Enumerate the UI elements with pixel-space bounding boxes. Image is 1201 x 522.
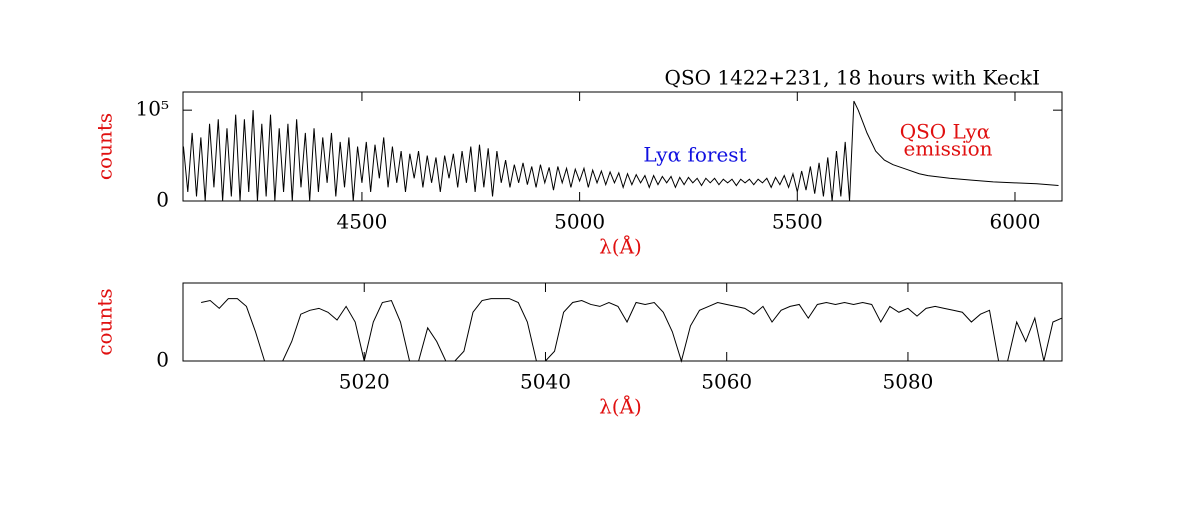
spectrum-line: [201, 298, 1063, 363]
x-tick-label: 5500: [772, 210, 823, 234]
x-tick-label: 5000: [554, 210, 605, 234]
x-tick-label: 6000: [990, 210, 1041, 234]
x-axis-label: λ(Å): [599, 234, 642, 259]
spectrum-line: [182, 100, 1059, 202]
y-tick-label: 0: [156, 188, 169, 212]
x-axis-label: λ(Å): [599, 394, 642, 419]
x-tick-label: 5080: [882, 370, 933, 394]
plot-frame: [182, 91, 1063, 202]
chart-title: QSO 1422+231, 18 hours with KeckI: [665, 66, 1040, 90]
annotation: QSO Lyα: [900, 120, 991, 144]
annotation: Lyα forest: [643, 143, 746, 167]
x-tick-label: 5060: [701, 370, 752, 394]
x-tick-label: 5020: [339, 370, 390, 394]
x-tick-label: 5040: [520, 370, 571, 394]
annotation: emission: [903, 137, 992, 161]
plot-frame: [182, 282, 1063, 362]
y-tick-label: 0: [156, 348, 169, 372]
y-axis-label: counts: [93, 113, 117, 180]
y-tick-label: 10⁵: [136, 97, 169, 121]
x-tick-label: 4500: [336, 210, 387, 234]
y-axis-label: counts: [93, 288, 117, 355]
